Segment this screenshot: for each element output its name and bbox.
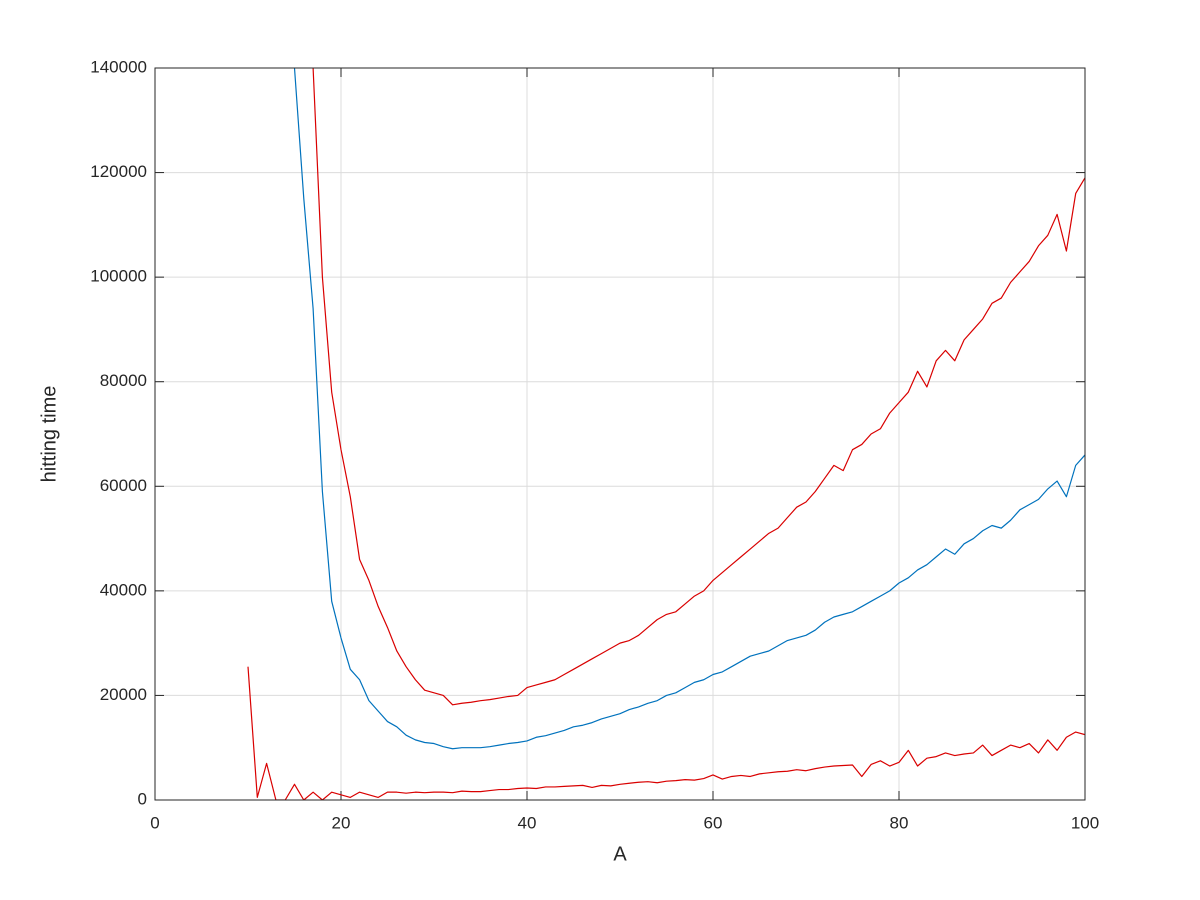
y-tick-label: 20000 — [100, 685, 147, 704]
y-axis-label: hitting time — [38, 386, 60, 483]
series-line — [312, 68, 1085, 706]
x-tick-label: 0 — [150, 813, 159, 832]
axes-box — [154, 67, 1086, 801]
x-tick-label: 20 — [332, 813, 351, 832]
x-tick-label: 100 — [1071, 813, 1099, 832]
plot-area — [155, 68, 1085, 800]
x-tick-label: 60 — [704, 813, 723, 832]
series-line — [247, 666, 1085, 800]
x-tick-label: 40 — [518, 813, 537, 832]
y-tick-label: 100000 — [90, 267, 147, 286]
series-line — [293, 68, 1085, 750]
y-tick-label: 120000 — [90, 162, 147, 181]
y-tick-label: 80000 — [100, 371, 147, 390]
y-tick-label: 0 — [138, 789, 147, 808]
x-tick-label: 80 — [890, 813, 909, 832]
plot-lines — [247, 68, 1085, 800]
y-tick-label: 60000 — [100, 476, 147, 495]
x-axis-label: A — [613, 843, 627, 865]
y-tick-label: 40000 — [100, 580, 147, 599]
y-tick-label: 140000 — [90, 57, 147, 76]
